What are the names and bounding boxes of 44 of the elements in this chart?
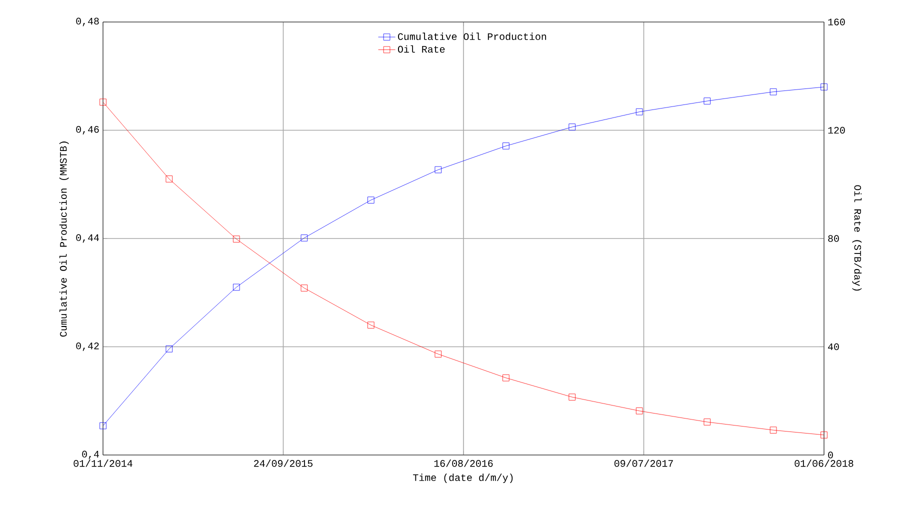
legend-label: Oil Rate (398, 45, 445, 53)
x-tick-label: 01/11/2014 (74, 460, 132, 467)
point (770, 426, 777, 434)
x-axis-title: Time (date d/m/y) (413, 474, 513, 483)
y-tick-label: 0,44 (76, 234, 99, 243)
point (368, 196, 374, 204)
y2-tick-label: 0 (828, 452, 833, 458)
point (704, 418, 711, 426)
y2-axis-title: Oil Rate (STB/day) (852, 185, 862, 291)
point (434, 350, 442, 358)
y-tick-label: 0,48 (76, 18, 99, 26)
x-tick-label: 24/09/2015 (254, 460, 312, 467)
point (568, 394, 576, 400)
point (100, 422, 106, 430)
y2-tick-label: 120 (828, 126, 845, 134)
point (166, 346, 173, 352)
y-tick-label: 0,42 (76, 342, 99, 351)
y-tick-label: 0,46 (76, 126, 99, 134)
point (770, 88, 777, 96)
point (502, 374, 510, 382)
y-axis-title: Cumulative Oil Production (MMSTB) (59, 142, 69, 337)
y-tick-label: 0,4 (82, 450, 99, 460)
y2-tick-label: 40 (828, 343, 839, 350)
point (300, 284, 308, 292)
point (636, 408, 643, 414)
y2-tick-label: 80 (828, 235, 839, 242)
point (636, 108, 643, 116)
point (100, 98, 106, 106)
point (434, 166, 442, 174)
x-tick-label: 16/08/2016 (434, 460, 493, 467)
point (704, 98, 711, 104)
y2-tick-label: 160 (828, 18, 845, 26)
point (233, 284, 240, 291)
point (233, 236, 240, 242)
point (368, 322, 374, 328)
point (568, 124, 576, 130)
point (300, 234, 308, 242)
point (166, 176, 173, 182)
point (502, 142, 510, 150)
legend-label: Cumulative Oil Production (398, 32, 546, 40)
x-tick-label: 09/07/2017 (614, 460, 673, 467)
point (820, 84, 828, 90)
x-tick-label: 01/06/2018 (794, 460, 854, 467)
point (820, 432, 828, 438)
